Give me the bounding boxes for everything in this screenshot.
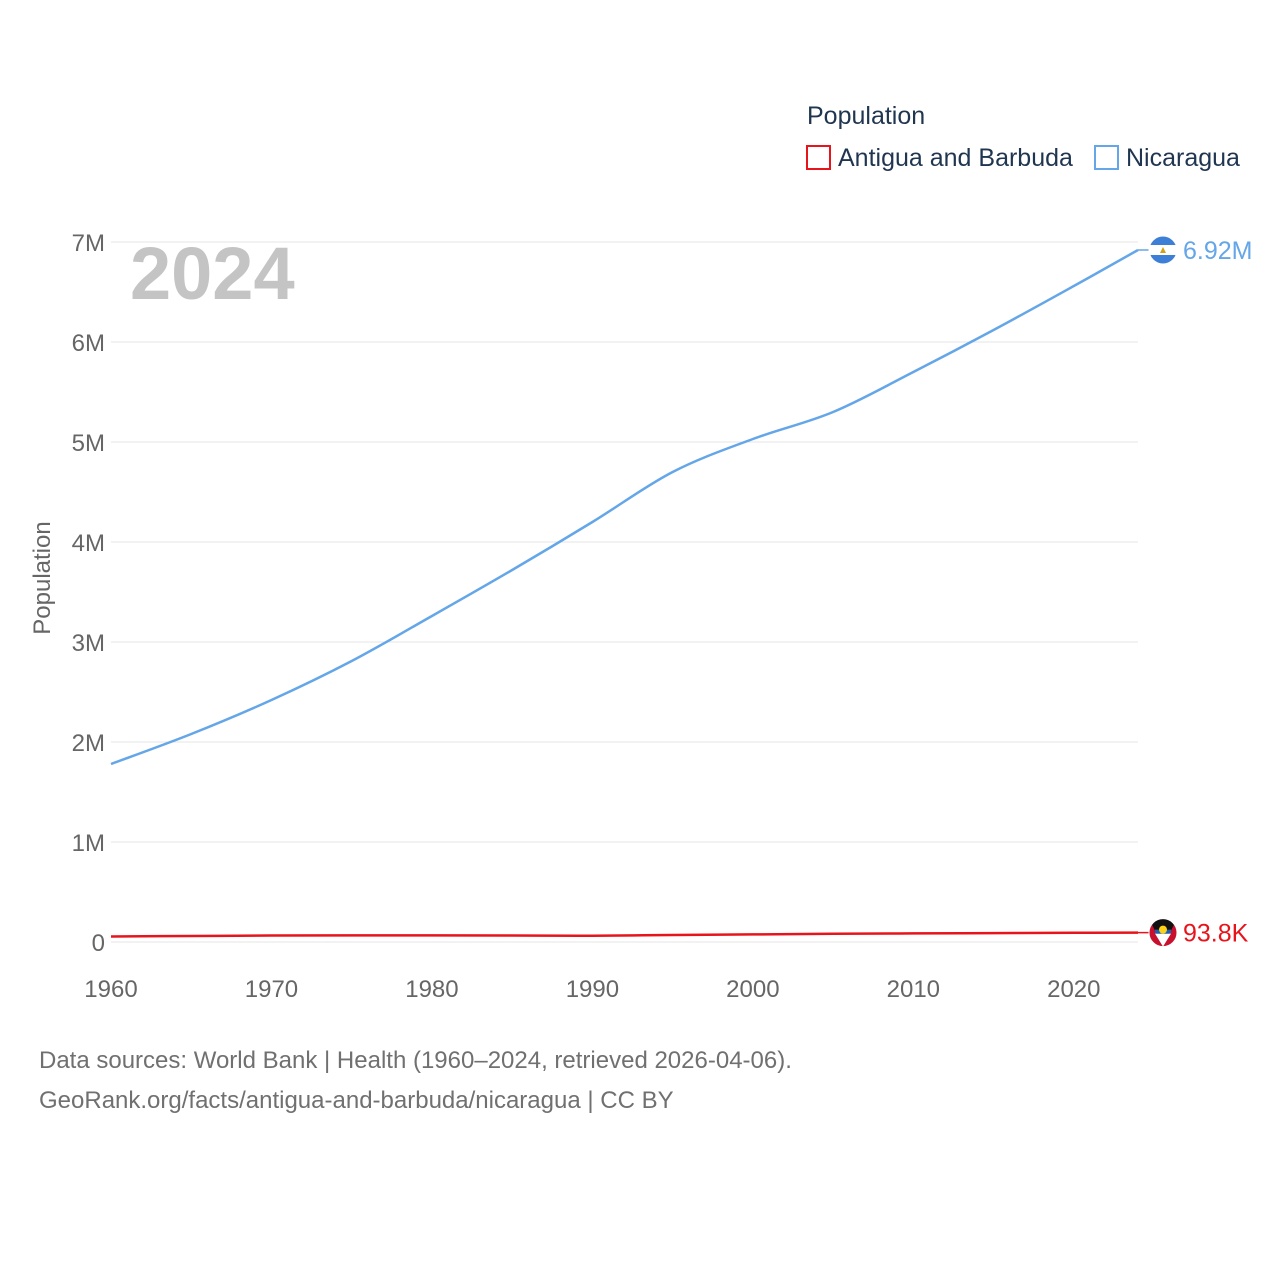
y-tick-label: 2M xyxy=(72,730,105,757)
y-tick-label: 5M xyxy=(72,430,105,457)
x-tick-label: 1960 xyxy=(84,976,137,1003)
y-tick-label: 6M xyxy=(72,330,105,357)
end-value-label: 6.92M xyxy=(1183,237,1252,265)
y-tick-label: 1M xyxy=(72,830,105,857)
year-watermark: 2024 xyxy=(130,232,295,315)
legend-label-nicaragua[interactable]: Nicaragua xyxy=(1126,144,1240,172)
antigua-and-barbuda-flag-icon xyxy=(1148,918,1178,948)
series-line-antigua[interactable] xyxy=(110,931,1139,938)
x-tick-label: 1990 xyxy=(566,976,619,1003)
end-value-label: 93.8K xyxy=(1183,920,1249,948)
x-tick-label: 1970 xyxy=(245,976,298,1003)
legend-swatch-antigua[interactable] xyxy=(806,145,831,170)
x-tick-label: 2000 xyxy=(726,976,779,1003)
y-axis-label: Population xyxy=(29,521,56,634)
nicaragua-flag-icon xyxy=(1148,235,1178,265)
legend-title: Population xyxy=(807,102,925,130)
data-source-text: Data sources: World Bank | Health (1960–… xyxy=(39,1047,792,1074)
y-tick-label: 3M xyxy=(72,630,105,657)
source-url-text[interactable]: GeoRank.org/facts/antigua-and-barbuda/ni… xyxy=(39,1087,674,1114)
x-tick-label: 2010 xyxy=(887,976,940,1003)
y-tick-label: 0 xyxy=(92,930,105,957)
legend-label-antigua[interactable]: Antigua and Barbuda xyxy=(838,144,1073,172)
footer: Data sources: World Bank | Health (1960–… xyxy=(39,1041,792,1121)
series-line-nicaragua[interactable] xyxy=(110,248,1139,766)
y-tick-label: 7M xyxy=(72,230,105,257)
x-tick-label: 1980 xyxy=(405,976,458,1003)
legend-swatch-nicaragua[interactable] xyxy=(1094,145,1119,170)
x-tick-label: 2020 xyxy=(1047,976,1100,1003)
y-tick-label: 4M xyxy=(72,530,105,557)
